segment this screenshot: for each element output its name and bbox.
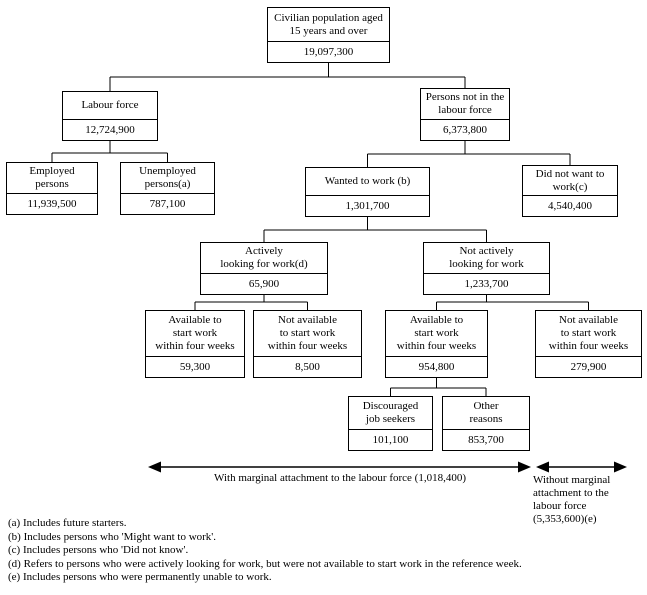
node-label: Available to start work within four week…	[155, 314, 235, 352]
node-available-not-active: Available to start work within four week…	[385, 310, 488, 378]
node-value: 1,301,700	[306, 195, 429, 216]
with-marginal-double-arrow	[148, 461, 531, 473]
node-wanted-to-work: Wanted to work (b) 1,301,700	[305, 167, 430, 217]
node-persons-not-in-labour-force: Persons not in the labour force 6,373,80…	[420, 88, 510, 141]
node-unemployed-persons: Unemployed persons(a) 787,100	[120, 162, 215, 215]
node-value: 8,500	[254, 356, 361, 377]
node-label: Other reasons	[469, 400, 503, 425]
node-label: Unemployed persons(a)	[139, 165, 196, 190]
node-value: 11,939,500	[7, 193, 97, 214]
node-label: Actively looking for work(d)	[220, 245, 308, 270]
footnote-b: (b) Includes persons who 'Might want to …	[8, 530, 217, 543]
node-value: 59,300	[146, 356, 244, 377]
node-value: 279,900	[536, 356, 641, 377]
node-label: Did not want to work(c)	[535, 167, 605, 193]
node-did-not-want-to-work: Did not want to work(c) 4,540,400	[522, 165, 618, 217]
node-not-available-not-active: Not available to start work within four …	[535, 310, 642, 378]
node-employed-persons: Employed persons 11,939,500	[6, 162, 98, 215]
without-marginal-attachment-label: Without marginal attachment to the labou…	[533, 474, 611, 525]
node-other-reasons: Other reasons 853,700	[442, 396, 530, 451]
node-label: Not actively looking for work	[449, 245, 524, 270]
node-discouraged-job-seekers: Discouraged job seekers 101,100	[348, 396, 433, 451]
node-not-available-active: Not available to start work within four …	[253, 310, 362, 378]
footnote-c: (c) Includes persons who 'Did not know'.	[8, 544, 189, 557]
node-actively-looking: Actively looking for work(d) 65,900	[200, 242, 328, 295]
node-civilian-population: Civilian population aged 15 years and ov…	[267, 7, 390, 63]
node-label: Civilian population aged 15 years and ov…	[274, 11, 383, 37]
footnote-a: (a) Includes future starters.	[8, 517, 127, 529]
node-label: Persons not in the labour force	[425, 91, 505, 116]
node-labour-force: Labour force 12,724,900	[62, 91, 158, 141]
node-not-actively-looking: Not actively looking for work 1,233,700	[423, 242, 550, 295]
node-label: Available to start work within four week…	[396, 314, 477, 352]
node-label: Not available to start work within four …	[267, 314, 348, 352]
node-label: Not available to start work within four …	[548, 314, 629, 352]
node-value: 1,233,700	[424, 273, 549, 294]
footnote-d: (d) Refers to persons who were actively …	[8, 557, 522, 570]
node-value: 65,900	[201, 273, 327, 294]
node-value: 954,800	[386, 356, 487, 377]
node-label: Employed persons	[29, 165, 75, 190]
node-value: 787,100	[121, 193, 214, 214]
without-marginal-double-arrow	[536, 461, 627, 473]
with-marginal-attachment-label: With marginal attachment to the labour f…	[214, 472, 466, 484]
node-label: Labour force	[81, 99, 139, 111]
node-value: 101,100	[349, 429, 432, 450]
node-label: Wanted to work (b)	[324, 175, 411, 187]
tree-connectors	[51, 63, 589, 396]
node-value: 4,540,400	[523, 195, 617, 216]
node-value: 6,373,800	[421, 119, 509, 140]
node-available-active: Available to start work within four week…	[145, 310, 245, 378]
node-label: Discouraged job seekers	[362, 400, 419, 425]
node-value: 853,700	[443, 429, 529, 450]
node-value: 19,097,300	[268, 41, 389, 62]
footnote-e: (e) Includes persons who were permanentl…	[8, 571, 272, 584]
footnotes: (a) Includes future starters. (b) Includ…	[8, 517, 628, 585]
node-value: 12,724,900	[63, 119, 157, 140]
